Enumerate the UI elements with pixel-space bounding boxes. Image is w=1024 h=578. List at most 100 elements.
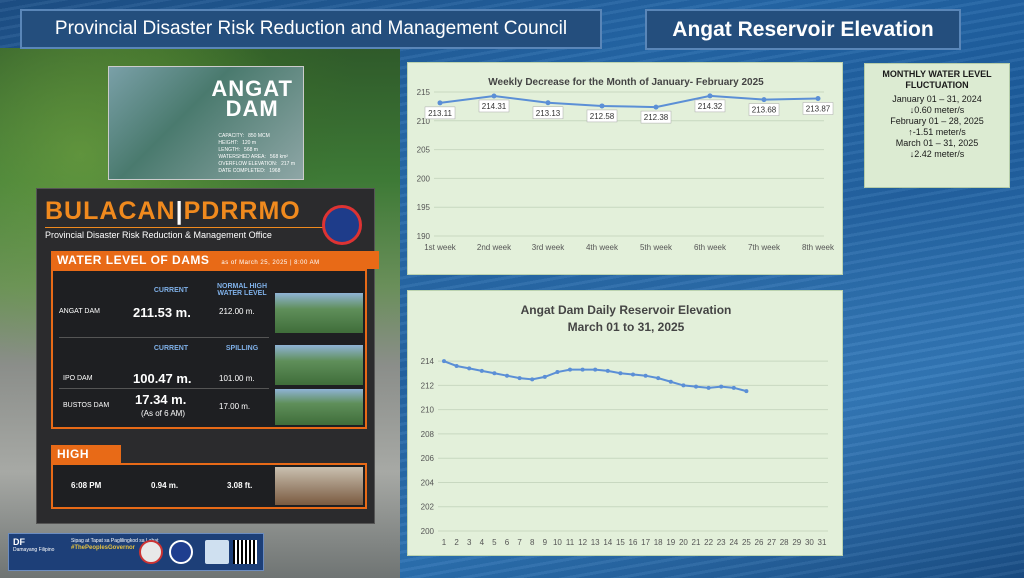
- water-level-table: CURRENT NORMAL HIGH WATER LEVEL ANGAT DA…: [51, 269, 367, 429]
- spec-row: LENGTH: 568 m: [218, 147, 258, 153]
- divider: [59, 388, 269, 389]
- header-current-2: CURRENT: [153, 345, 189, 352]
- angat-current: 211.53 m.: [133, 305, 191, 320]
- data-label-box: [694, 99, 726, 113]
- high-tide-time: 6:08 PM: [71, 481, 102, 490]
- x-tick-label: 26: [755, 538, 764, 547]
- x-tick-label: 27: [767, 538, 776, 547]
- x-tick-label: 17: [641, 538, 650, 547]
- data-point: [454, 363, 459, 368]
- data-label: 213.13: [536, 109, 561, 118]
- x-tick-label: 18: [654, 538, 663, 547]
- data-point: [694, 384, 698, 389]
- x-tick-label: 23: [717, 538, 726, 547]
- y-tick-label: 208: [421, 430, 435, 439]
- angat-normal-high: 212.00 m.: [219, 307, 255, 316]
- x-tick-label: 16: [629, 538, 638, 547]
- header-current: CURRENT: [153, 287, 189, 294]
- as-of-date: as of March 25, 2025 | 8:00 AM: [221, 260, 320, 266]
- header-normal-high: NORMAL HIGH WATER LEVEL: [216, 283, 268, 297]
- monthly-fluctuation-box: MONTHLY WATER LEVEL FLUCTUATION January …: [864, 63, 1010, 188]
- council-title: Provincial Disaster Risk Reduction and M…: [20, 9, 602, 49]
- data-label-box: [802, 102, 834, 115]
- x-tick-label: 8th week: [802, 243, 835, 252]
- data-point: [580, 367, 585, 372]
- divider: [59, 337, 269, 338]
- x-tick-label: 4th week: [586, 243, 619, 252]
- daily-chart-panel: Angat Dam Daily Reservoir Elevation March…: [407, 290, 843, 556]
- x-tick-label: 11: [566, 538, 575, 547]
- spec-row: HEIGHT: 120 m: [218, 140, 257, 146]
- data-label-box: [586, 109, 618, 123]
- header-spilling: SPILLING: [225, 345, 259, 352]
- spec-row: OVERFLOW ELEVATION: 217 m: [218, 161, 295, 167]
- fluctuation-change: ↓2.42 meter/s: [909, 149, 965, 159]
- data-point: [491, 93, 497, 99]
- footer-logo-bar: DF Damayang Filipino Sipag at Tapat sa Pa…: [8, 533, 264, 571]
- x-tick-label: 8: [530, 538, 535, 547]
- x-tick-label: 29: [792, 538, 801, 547]
- y-tick-label: 190: [417, 232, 431, 241]
- bustos-thumbnail: [275, 389, 363, 425]
- x-tick-label: 7th week: [748, 243, 781, 252]
- x-tick-label: 9: [543, 538, 548, 547]
- chart-title: Angat Dam Daily Reservoir Elevation: [521, 303, 732, 317]
- x-tick-label: 21: [692, 538, 701, 547]
- data-point: [437, 100, 443, 106]
- fluctuation-title: MONTHLY WATER LEVEL FLUCTUATION: [882, 69, 992, 90]
- high-tide-box: 6:08 PM 0.94 m. 3.08 ft.: [51, 463, 367, 509]
- data-point: [467, 366, 472, 371]
- spec-row: CAPACITY: 850 MCM: [218, 133, 270, 139]
- data-label-box: [532, 106, 564, 120]
- data-point: [681, 383, 686, 388]
- data-point: [707, 93, 713, 99]
- high-tide-feet: 3.08 ft.: [227, 481, 253, 490]
- data-label-box: [748, 103, 780, 116]
- water-level-header: WATER LEVEL OF DAMS as of March 25, 2025 …: [51, 251, 379, 269]
- data-point: [761, 97, 767, 103]
- weekly-chart-panel: Weekly Decrease for the Month of January…: [407, 62, 843, 275]
- x-tick-label: 28: [780, 538, 789, 547]
- x-tick-label: 12: [578, 538, 587, 547]
- y-tick-label: 210: [421, 406, 435, 415]
- data-point: [492, 371, 497, 376]
- data-point: [545, 100, 551, 106]
- x-tick-label: 15: [616, 538, 625, 547]
- high-tide-header: HIGH TIDE: [51, 445, 121, 475]
- chart-title: Weekly Decrease for the Month of January…: [488, 77, 764, 88]
- x-tick-label: 22: [704, 538, 713, 547]
- y-tick-label: 206: [421, 454, 435, 463]
- x-tick-label: 3rd week: [532, 243, 565, 252]
- data-point: [815, 96, 821, 102]
- x-tick-label: 31: [818, 538, 827, 547]
- data-point: [744, 389, 749, 394]
- fluctuation-change: ↑-1.51 meter/s: [908, 127, 966, 137]
- data-label: 212.38: [644, 113, 669, 122]
- agency-logo-icon: [205, 540, 229, 564]
- x-tick-label: 5: [492, 538, 497, 547]
- bustos-current: 17.34 m.: [135, 392, 187, 407]
- dam-card-title-line1: ANGAT: [211, 76, 293, 101]
- y-tick-label: 210: [417, 117, 431, 126]
- data-label: 212.58: [590, 112, 615, 121]
- ipo-current: 100.47 m.: [133, 371, 192, 386]
- x-tick-label: 4: [480, 538, 485, 547]
- page-title: Angat Reservoir Elevation: [645, 9, 961, 50]
- pdrrmo-subtitle: Provincial Disaster Risk Reduction & Man…: [45, 227, 340, 240]
- series-line: [443, 360, 747, 393]
- spec-row: DATE COMPLETED: 1968: [218, 168, 281, 174]
- x-tick-label: 10: [553, 538, 562, 547]
- data-label: 214.32: [698, 102, 723, 111]
- series-line: [439, 94, 819, 109]
- province-seal-icon: [139, 540, 163, 564]
- data-point: [599, 103, 605, 109]
- chart-subtitle: March 01 to 31, 2025: [568, 320, 685, 334]
- y-tick-label: 215: [417, 88, 431, 97]
- df-logo: DF Damayang Filipino: [13, 537, 55, 553]
- data-label-box: [424, 106, 456, 120]
- data-point: [542, 374, 547, 379]
- dam-specs: CAPACITY: 850 MCM HEIGHT: 120 m LENGTH: 568…: [218, 133, 295, 175]
- data-point: [706, 385, 711, 390]
- x-tick-label: 20: [679, 538, 688, 547]
- data-label-box: [478, 99, 510, 113]
